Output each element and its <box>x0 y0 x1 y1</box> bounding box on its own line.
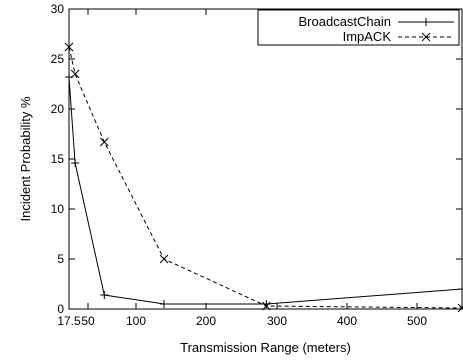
plot-frame <box>68 8 463 310</box>
x-tick-label: 50 <box>81 314 95 328</box>
data-point-broadcastchain <box>71 159 80 167</box>
series-broadcastchain <box>65 73 463 308</box>
marker-impack-b <box>159 254 169 264</box>
x-tick-label: 100 <box>126 314 146 328</box>
y-tick-label: 25 <box>51 52 65 66</box>
series-layer <box>64 42 463 313</box>
y-tick-label: 30 <box>51 2 65 16</box>
series-line-impack <box>68 46 463 309</box>
marker-impack-b <box>70 69 80 79</box>
data-point-impack <box>159 254 169 264</box>
x-tick-label: 200 <box>196 314 216 328</box>
y-axis: 0 5 10 15 20 25 30 <box>51 2 462 316</box>
series-line-broadcastchain <box>68 76 463 305</box>
legend-sample-impack <box>398 32 454 42</box>
legend: BroadcastChain ImpACK <box>257 9 460 46</box>
y-tick-label: 5 <box>57 252 64 266</box>
series-impack <box>64 42 463 313</box>
x-tick-label: 300 <box>267 314 287 328</box>
x-tick-label: 500 <box>407 314 427 328</box>
data-point-broadcastchain <box>100 291 109 299</box>
x-tick-label: 400 <box>337 314 357 328</box>
legend-box <box>257 9 460 46</box>
y-axis-title: Incident Probability % <box>18 96 33 221</box>
legend-label-broadcastchain: BroadcastChain <box>299 14 392 29</box>
y-tick-label: 20 <box>51 102 65 116</box>
legend-label-impack: ImpACK <box>343 29 392 44</box>
y-tick-label: 15 <box>51 152 65 166</box>
x-tick-label: 17.5 <box>57 314 81 328</box>
y-tick-label: 0 <box>57 302 64 316</box>
marker-impack-b <box>99 137 109 147</box>
data-point-impack <box>99 137 109 147</box>
x-axis-title: Transmission Range (meters) <box>180 340 351 355</box>
legend-sample-broadcastchain <box>398 18 454 26</box>
y-tick-label: 10 <box>51 202 65 216</box>
x-axis: 17.5 50 100 200 300 400 500 <box>57 9 427 328</box>
data-point-impack <box>70 69 80 79</box>
data-point-broadcastchain <box>262 300 271 308</box>
data-point-broadcastchain <box>160 300 168 308</box>
legend-marker-impack-b <box>421 32 431 42</box>
